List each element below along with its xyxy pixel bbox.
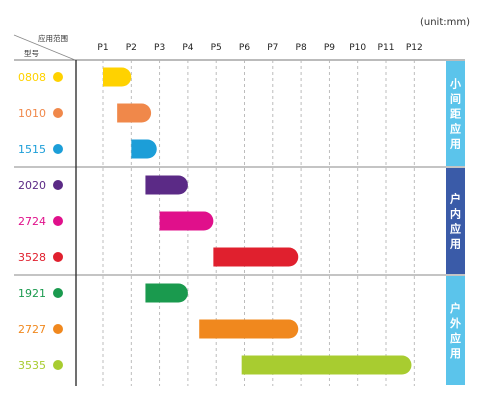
model-label-2724: 2724: [18, 215, 46, 228]
unit-label: (unit:mm): [420, 17, 470, 28]
group-band-2: [446, 168, 465, 274]
bar-3535: [241, 355, 412, 375]
x-tick-p10: P10: [349, 43, 366, 53]
group-band-3: [446, 276, 465, 385]
model-label-3535: 3535: [18, 359, 46, 372]
x-tick-p12: P12: [406, 43, 423, 53]
corner-diagonal: [13, 34, 76, 61]
bar-2724: [159, 211, 214, 231]
model-dot-0808: [53, 72, 63, 82]
group-label-2: 户内应用: [450, 192, 461, 251]
x-tick-p1: P1: [97, 43, 108, 53]
corner-header-range: 应用范围: [38, 33, 68, 43]
x-tick-p2: P2: [126, 43, 137, 53]
model-label-1010: 1010: [18, 107, 46, 120]
model-dot-2020: [53, 180, 63, 190]
model-label-2020: 2020: [18, 179, 46, 192]
bar-3528: [213, 247, 299, 267]
model-label-1921: 1921: [18, 287, 46, 300]
x-tick-p7: P7: [267, 43, 278, 53]
model-dot-2727: [53, 324, 63, 334]
row-layer: 0808 1010 1515 2020 2724 3528 1921 2727 3535: [18, 67, 412, 375]
model-label-2727: 2727: [18, 323, 46, 336]
model-label-3528: 3528: [18, 251, 46, 264]
group-separator-layer: [14, 166, 465, 276]
x-tick-p9: P9: [324, 43, 335, 53]
model-dot-1010: [53, 108, 63, 118]
corner-header-model: 型号: [24, 49, 39, 58]
model-dot-3535: [53, 360, 63, 370]
x-tick-p4: P4: [182, 43, 193, 53]
model-label-1515: 1515: [18, 143, 46, 156]
x-tick-p6: P6: [239, 43, 250, 53]
bar-1515: [131, 139, 157, 159]
model-label-0808: 0808: [18, 71, 46, 84]
x-tick-p3: P3: [154, 43, 165, 53]
bar-0808: [103, 67, 132, 87]
model-dot-2724: [53, 216, 63, 226]
group-band-1: [446, 61, 465, 166]
bar-2020: [145, 175, 188, 195]
x-tick-layer: P1 P2 P3 P4 P5 P6 P7 P8 P9 P10 P11 P12: [97, 43, 422, 53]
bar-2727: [199, 319, 299, 339]
group-label-1: 小间距应用: [449, 77, 461, 151]
model-dot-3528: [53, 252, 63, 262]
x-tick-p5: P5: [211, 43, 222, 53]
group-label-3: 户外应用: [449, 301, 461, 360]
model-dot-1921: [53, 288, 63, 298]
x-tick-p11: P11: [378, 43, 395, 53]
bar-1010: [117, 103, 152, 123]
model-dot-1515: [53, 144, 63, 154]
x-tick-p8: P8: [296, 43, 307, 53]
bar-1921: [145, 283, 188, 303]
